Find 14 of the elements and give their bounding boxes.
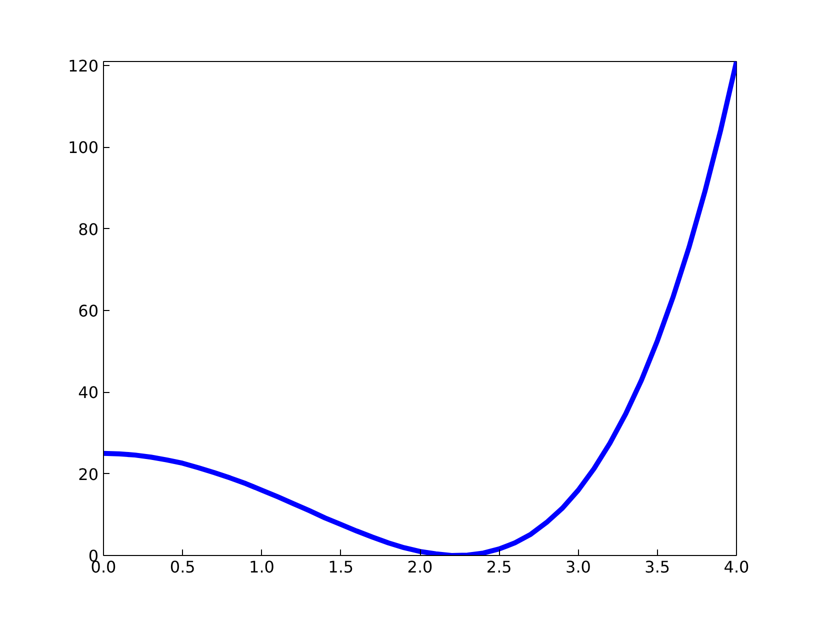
- x-tick-label: 3.0: [566, 558, 591, 576]
- x-tick-label: 0.5: [170, 558, 196, 576]
- x-tick-label: 2.5: [486, 558, 512, 576]
- y-tick-label: 20: [78, 464, 98, 484]
- x-tick-label: 3.5: [644, 558, 670, 576]
- y-tick-label: 40: [78, 383, 98, 402]
- y-tick-label: 80: [78, 220, 98, 239]
- x-tick-label: 1.5: [328, 558, 354, 576]
- x-tick-label: 1.0: [249, 558, 274, 576]
- y-tick-label: 60: [78, 302, 98, 321]
- y-tick-label: 120: [68, 56, 99, 76]
- x-tick-label: 2.0: [407, 558, 433, 576]
- y-tick-label: 100: [68, 138, 99, 158]
- x-tick-label: 4.0: [724, 558, 750, 576]
